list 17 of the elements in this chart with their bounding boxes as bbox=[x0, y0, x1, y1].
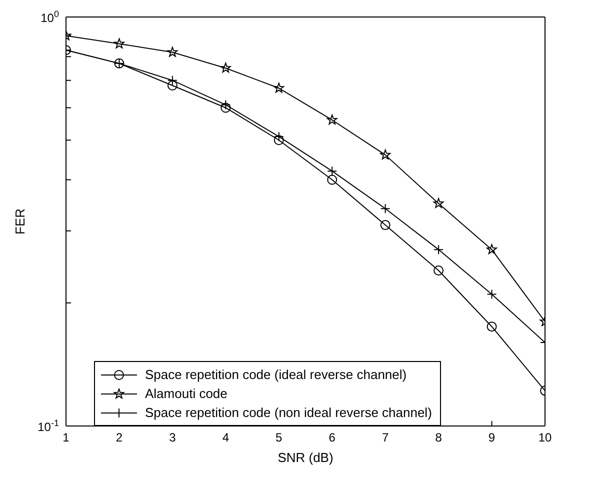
legend-label: Alamouti code bbox=[145, 386, 228, 401]
x-tick-label: 2 bbox=[116, 430, 123, 445]
legend-label: Space repetition code (ideal reverse channel) bbox=[145, 367, 407, 382]
x-tick-label: 7 bbox=[382, 430, 389, 445]
x-tick-label: 3 bbox=[169, 430, 176, 445]
y-axis-title: FER bbox=[12, 208, 28, 234]
x-tick-label: 5 bbox=[276, 430, 283, 445]
x-tick-label: 10 bbox=[538, 430, 552, 445]
x-tick-label: 4 bbox=[222, 430, 230, 445]
y-tick-label: 10$^{-1}$ bbox=[38, 418, 59, 434]
y-tick-label: 10$^{0}$ bbox=[40, 9, 59, 25]
x-tick-label: 9 bbox=[488, 430, 496, 445]
x-axis-title: SNR (dB) bbox=[278, 450, 334, 465]
legend-label: Space repetition code (non ideal reverse channel) bbox=[145, 405, 432, 420]
x-tick-label: 1 bbox=[62, 430, 70, 445]
x-tick-label: 8 bbox=[435, 430, 442, 445]
x-tick-label: 6 bbox=[328, 430, 336, 445]
